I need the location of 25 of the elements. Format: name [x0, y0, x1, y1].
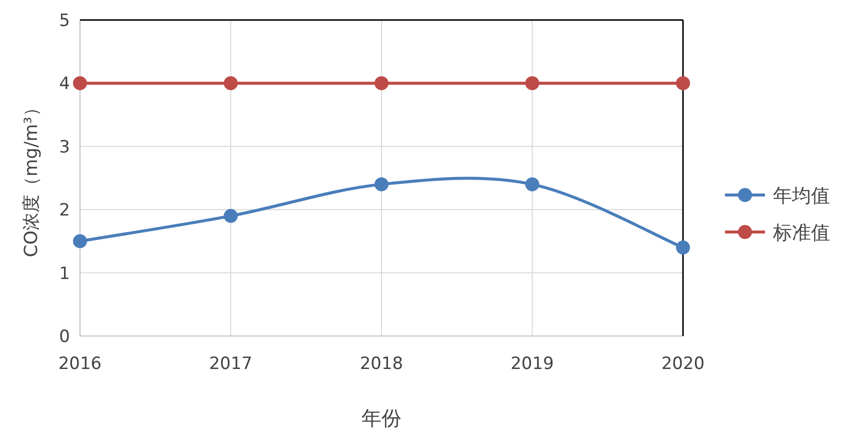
point: [73, 76, 87, 90]
point: [525, 177, 540, 192]
point: [224, 208, 238, 223]
y-axis-title: CO浓度（mg/m³）: [21, 98, 42, 258]
point: [73, 234, 87, 248]
point: [676, 76, 690, 90]
y-tick-label: 2: [59, 200, 70, 221]
y-tick-label: 3: [59, 137, 70, 158]
x-tick-label: 2016: [58, 354, 102, 374]
y-tick-label: 5: [59, 11, 70, 31]
legend-label: 标准值: [772, 222, 830, 244]
x-tick-label: 2019: [510, 354, 554, 374]
point: [374, 177, 388, 192]
legend-label: 年均值: [773, 185, 830, 207]
x-axis-title: 年份: [362, 406, 402, 430]
point: [525, 76, 540, 90]
point: [374, 76, 388, 90]
y-tick-label: 4: [59, 74, 70, 94]
y-tick-label: 0: [59, 327, 70, 347]
point: [676, 240, 690, 255]
x-tick-label: 2018: [360, 354, 404, 374]
y-tick-label: 1: [59, 264, 70, 284]
x-tick-label: 2017: [209, 354, 252, 374]
point: [224, 76, 238, 90]
x-tick-label: 2020: [661, 354, 705, 374]
